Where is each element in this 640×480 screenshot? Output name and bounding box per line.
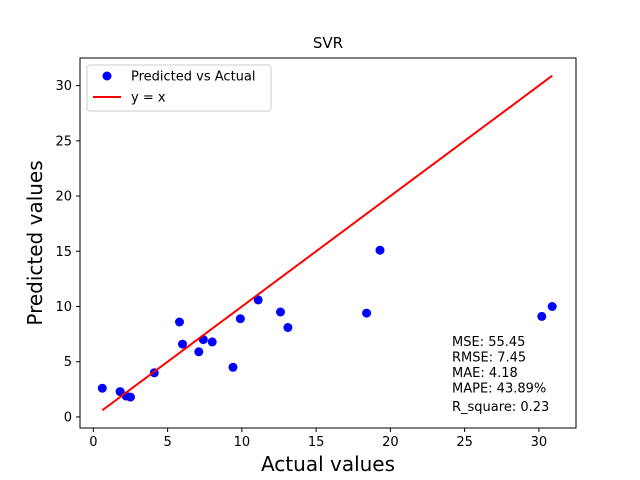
legend-label-scatter: Predicted vs Actual	[131, 70, 255, 85]
scatter-point	[228, 362, 238, 372]
metric-mse: MSE: 55.45	[452, 335, 525, 350]
scatter-point	[194, 347, 204, 357]
scatter-point	[97, 383, 107, 393]
y-tick-label: 5	[64, 355, 72, 370]
identity-line	[101, 74, 553, 412]
y-tick-label: 20	[55, 190, 72, 205]
x-axis-label: Actual values	[261, 452, 395, 476]
scatter-point	[362, 308, 372, 318]
metrics-annotation: MSE: 55.45 RMSE: 7.45 MAE: 4.18 MAPE: 43…	[452, 335, 549, 415]
y-tick-label: 30	[55, 79, 72, 94]
legend-box	[86, 64, 272, 112]
scatter-point	[126, 392, 135, 402]
scatter-point	[276, 307, 285, 317]
scatter-point	[178, 339, 187, 349]
x-tick-label: 30	[531, 435, 548, 450]
x-tick-label: 25	[456, 435, 473, 450]
legend-label-line: y = x	[131, 91, 166, 106]
scatter-point	[547, 302, 557, 311]
x-tick-label: 10	[234, 435, 251, 450]
y-axis-label: Predicted values	[23, 160, 47, 325]
metric-r-square: R_square: 0.23	[452, 400, 549, 415]
chart-title: SVR	[313, 34, 343, 52]
metric-mae: MAE: 4.18	[452, 366, 518, 381]
scatter-point	[207, 337, 217, 347]
plot-area	[97, 74, 557, 412]
scatter-point	[253, 295, 263, 305]
y-tick-label: 10	[55, 300, 72, 315]
x-tick-label: 5	[163, 435, 171, 450]
x-tick-label: 15	[308, 435, 325, 450]
y-tick-label: 25	[55, 134, 72, 149]
x-axis-ticks: 0 5 10 15 20 25 30	[89, 428, 547, 450]
y-tick-label: 0	[64, 410, 72, 425]
legend-scatter-marker	[102, 71, 112, 81]
scatter-point	[235, 314, 245, 324]
legend: Predicted vs Actual y = x	[86, 64, 272, 112]
x-tick-label: 0	[89, 435, 97, 450]
scatter-point	[375, 245, 385, 255]
scatter-point	[537, 311, 547, 321]
metric-rmse: RMSE: 7.45	[452, 351, 526, 366]
x-tick-label: 20	[382, 435, 399, 450]
y-axis-ticks: 0 5 10 15 20 25 30	[55, 79, 80, 425]
metric-mape: MAPE: 43.89%	[452, 382, 546, 397]
y-tick-label: 15	[55, 245, 72, 260]
scatter-point	[175, 317, 184, 327]
plot-frame	[79, 57, 577, 429]
scatter-point	[283, 323, 293, 332]
